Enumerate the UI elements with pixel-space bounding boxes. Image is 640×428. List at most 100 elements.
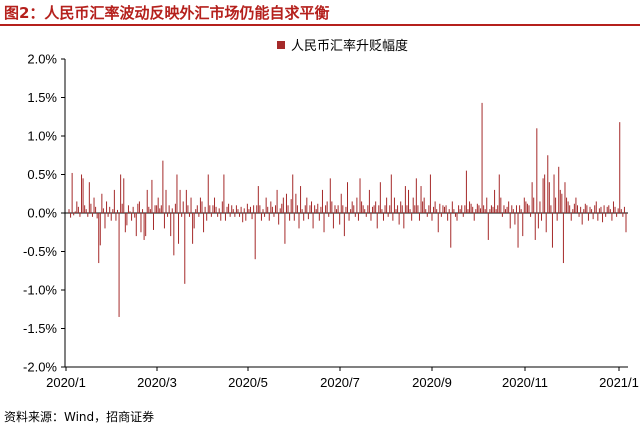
bar (218, 208, 220, 213)
bar (340, 193, 342, 213)
bar (314, 205, 316, 213)
bar (331, 201, 333, 213)
bar (497, 205, 499, 213)
bar (174, 203, 176, 213)
title-rule (0, 24, 640, 26)
bar (492, 206, 494, 213)
bar (123, 178, 125, 213)
bar (348, 213, 350, 221)
bar (362, 205, 364, 213)
bar (163, 213, 165, 229)
bar (503, 205, 505, 213)
bar (79, 213, 81, 217)
x-tick-label: 2020/7 (320, 375, 360, 390)
bar (623, 206, 625, 213)
bar (581, 213, 583, 225)
bar (609, 209, 611, 213)
bar (389, 205, 391, 213)
bar (207, 174, 209, 213)
bar (162, 160, 164, 213)
bar (228, 203, 230, 213)
bar (526, 203, 528, 213)
bar (215, 206, 217, 213)
bar (87, 213, 89, 217)
bar (146, 189, 148, 213)
bar (343, 213, 345, 237)
bar (104, 213, 106, 229)
bar (509, 213, 511, 229)
bar (454, 213, 456, 217)
bar (625, 213, 627, 233)
bar (107, 213, 109, 217)
bar (580, 206, 582, 213)
bar (544, 174, 546, 213)
bar (364, 209, 366, 213)
bar (138, 201, 140, 213)
bar (98, 213, 100, 264)
bar (428, 205, 430, 213)
bar (597, 213, 599, 221)
bar (448, 209, 450, 213)
bar (608, 205, 610, 213)
bar (566, 197, 568, 213)
bar (409, 209, 411, 213)
bar (134, 213, 136, 218)
y-tick-label: -1.0% (23, 283, 57, 298)
bar (270, 201, 272, 213)
bar (131, 213, 133, 221)
bar (157, 197, 159, 213)
bar (606, 206, 608, 213)
bar (459, 209, 461, 213)
bar (318, 213, 320, 221)
bar (345, 206, 347, 213)
bar (240, 206, 242, 213)
bar (231, 205, 233, 213)
bar (170, 213, 172, 237)
bar (412, 197, 414, 213)
bar (135, 213, 137, 237)
bar (587, 213, 589, 221)
bar (320, 206, 322, 213)
bar (242, 213, 244, 223)
legend: 人民币汇率升贬幅度 (277, 35, 408, 54)
bar (142, 209, 144, 213)
bar (220, 213, 222, 221)
bar (184, 213, 186, 284)
bar (281, 203, 283, 213)
bar (253, 205, 255, 213)
bar (398, 213, 400, 225)
bar (110, 213, 112, 221)
bar (192, 213, 194, 244)
x-tick-label: 2020/9 (412, 375, 452, 390)
source-note: 资料来源：Wind，招商证券 (4, 410, 155, 424)
bar (90, 203, 92, 213)
bar (531, 182, 533, 213)
bar (262, 209, 264, 213)
bar (595, 201, 597, 213)
bar (476, 203, 478, 213)
bar (437, 213, 439, 233)
bar (326, 201, 328, 213)
y-tick-label: 0.5% (27, 167, 57, 182)
bar (381, 209, 383, 213)
bar (85, 209, 87, 213)
bar (292, 174, 294, 213)
bar (179, 189, 181, 213)
bar (267, 206, 269, 213)
bar (120, 174, 122, 213)
bar (73, 213, 75, 216)
bar (414, 205, 416, 213)
bar (357, 213, 359, 221)
bar (475, 209, 477, 213)
bar (271, 206, 273, 213)
bar (464, 205, 466, 213)
bar (173, 213, 175, 256)
bar (334, 205, 336, 213)
bar (195, 209, 197, 213)
y-tick-label: -1.5% (23, 321, 57, 336)
bar (303, 213, 305, 221)
bar (422, 201, 424, 213)
bar (548, 182, 550, 213)
bar (536, 128, 538, 213)
bar (143, 213, 145, 240)
